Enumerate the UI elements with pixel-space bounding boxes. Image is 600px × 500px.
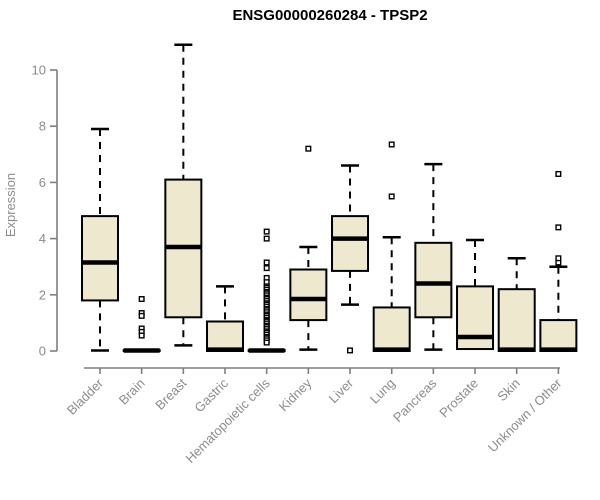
box (539, 319, 578, 352)
outlier-point (388, 193, 395, 200)
outlier-point (263, 228, 270, 235)
outlier-point (138, 296, 145, 303)
x-tick-label: Liver (326, 375, 357, 406)
outlier-point (263, 235, 270, 242)
outlier-point (555, 224, 562, 231)
y-axis-title: Expression (3, 173, 18, 237)
outlier-point (138, 332, 145, 339)
x-tick-label: Brain (116, 376, 148, 408)
outlier-point (388, 141, 395, 148)
x-tick-label: Prostate (436, 376, 481, 421)
x-tick-label: Bladder (64, 375, 107, 418)
box (331, 215, 370, 272)
outlier-point (138, 312, 145, 319)
x-tick-label: Lung (367, 376, 398, 407)
box (289, 268, 328, 322)
y-tick-label: 6 (39, 175, 46, 190)
outlier-point (555, 255, 562, 262)
y-tick-label: 10 (32, 63, 46, 78)
box (372, 306, 411, 353)
box (456, 285, 495, 351)
outlier-point (263, 259, 270, 266)
outlier-point (555, 170, 562, 177)
y-tick-label: 8 (39, 119, 46, 134)
x-tick-label: Skin (494, 376, 522, 404)
y-tick-label: 0 (39, 344, 46, 359)
x-tick-label: Pancreas (390, 375, 440, 425)
box (206, 320, 245, 352)
x-tick-label: Unknown / Other (485, 375, 565, 455)
outlier-point (305, 145, 312, 152)
outlier-point (263, 339, 270, 346)
box (81, 215, 119, 302)
chart-title: ENSG00000260284 - TPSP2 (232, 7, 428, 24)
box (497, 288, 536, 352)
y-tick-label: 2 (39, 287, 46, 302)
box (414, 241, 453, 319)
x-tick-label: Kidney (276, 375, 315, 414)
outlier-point (347, 347, 354, 354)
x-tick-label: Gastric (191, 375, 231, 415)
x-tick-label: Breast (152, 375, 189, 412)
outlier-point (263, 265, 270, 272)
y-tick-label: 4 (39, 231, 46, 246)
